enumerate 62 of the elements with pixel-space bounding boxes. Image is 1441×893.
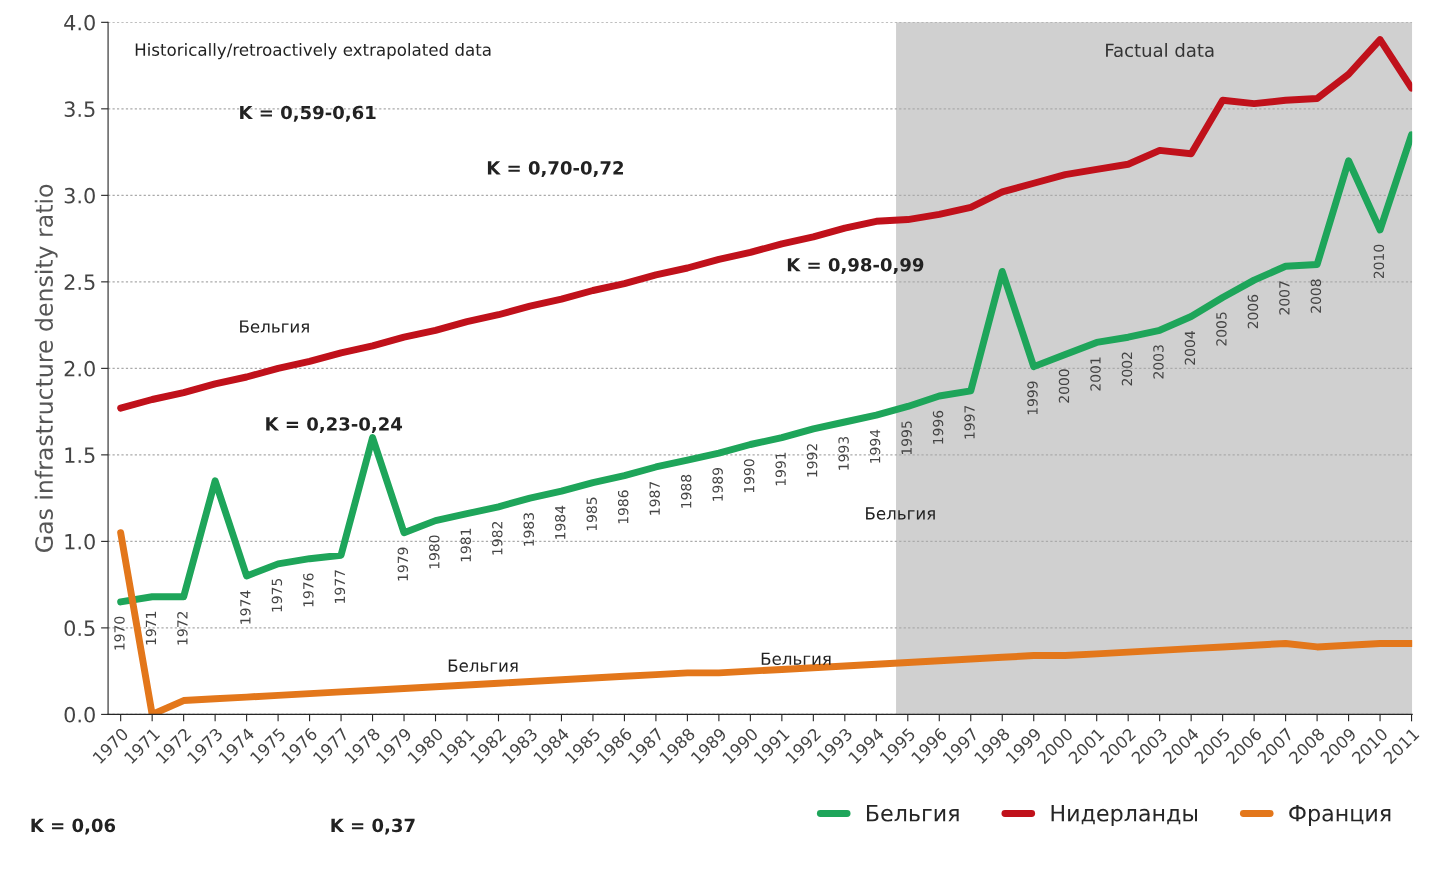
annotation: 1971 xyxy=(145,611,157,645)
annotation: 2007 xyxy=(1279,281,1290,315)
annotation: 1987 xyxy=(649,482,660,515)
annotation: 1982 xyxy=(492,522,503,555)
annotation: 1993 xyxy=(838,436,849,470)
annotation: 1975 xyxy=(271,578,283,612)
annotation: 1997 xyxy=(964,405,975,439)
annotation: K = 0,59-0,61 xyxy=(240,105,376,122)
annotation: 1999 xyxy=(1027,381,1038,415)
annotation: 2006 xyxy=(1247,294,1259,329)
annotation: 1991 xyxy=(775,452,786,486)
y-tick-label: 0.0 xyxy=(64,706,95,723)
annotation: K = 0,23-0,24 xyxy=(266,417,403,434)
annotation: 1984 xyxy=(554,505,566,539)
annotation: 1974 xyxy=(240,590,251,624)
annotation: 1992 xyxy=(806,444,818,477)
legend-label: Франция xyxy=(1289,805,1391,826)
annotation: 1996 xyxy=(932,410,944,444)
annotation: 1989 xyxy=(712,467,723,501)
annotation: 1994 xyxy=(869,429,881,463)
y-tick-label: 3.0 xyxy=(64,187,95,204)
text: K = 0,37 xyxy=(331,818,415,835)
annotation: 1979 xyxy=(397,547,409,581)
annotation: 1977 xyxy=(334,570,346,603)
annotation: 1985 xyxy=(586,497,597,531)
legend-label: Бельгия xyxy=(867,805,959,822)
annotation: 1976 xyxy=(303,573,314,607)
annotation: Бельгия xyxy=(240,320,309,333)
annotation: 1988 xyxy=(680,474,692,508)
y-axis-title: Gas infrastructure density ratio xyxy=(34,184,58,552)
annotation: 2010 xyxy=(1373,244,1385,279)
annotation: 2008 xyxy=(1310,279,1322,313)
band-label: Factual data xyxy=(1106,43,1214,58)
annotation: 1970 xyxy=(114,616,125,650)
legend-label: Нидерланды xyxy=(1051,805,1197,826)
annotation: 2004 xyxy=(1184,331,1196,365)
annotation: 1990 xyxy=(743,459,755,493)
annotation: Бельгия xyxy=(761,652,831,666)
annotation: 2003 xyxy=(1153,345,1164,379)
annotation: K = 0,98-0,99 xyxy=(787,257,924,274)
annotation: Historically/retroactively extrapolated data xyxy=(135,43,491,60)
annotation: Бельгия xyxy=(448,659,518,672)
annotation: 2001 xyxy=(1090,357,1101,391)
annotation: Бельгия xyxy=(866,507,935,520)
annotation: 1980 xyxy=(429,535,440,569)
annotation: 1972 xyxy=(177,611,188,645)
y-tick-label: 3.5 xyxy=(64,101,95,118)
y-tick-label: 2.0 xyxy=(64,360,95,377)
y-tick-label: 2.5 xyxy=(64,274,95,291)
y-tick-label: 1.0 xyxy=(65,533,95,550)
annotation: 1995 xyxy=(901,421,912,455)
y-tick-label: 0.5 xyxy=(64,620,95,637)
annotation: 1986 xyxy=(617,490,629,524)
annotation: 1981 xyxy=(460,528,472,562)
annotation: 1983 xyxy=(523,513,534,546)
annotation: 2005 xyxy=(1216,312,1227,346)
annotation: 2000 xyxy=(1058,369,1070,403)
y-tick-label: 4.0 xyxy=(64,14,95,31)
annotation: K = 0,70-0,72 xyxy=(487,161,623,178)
text: K = 0,06 xyxy=(31,818,116,835)
annotation: 2002 xyxy=(1121,352,1133,386)
y-tick-label: 1.5 xyxy=(65,447,95,464)
